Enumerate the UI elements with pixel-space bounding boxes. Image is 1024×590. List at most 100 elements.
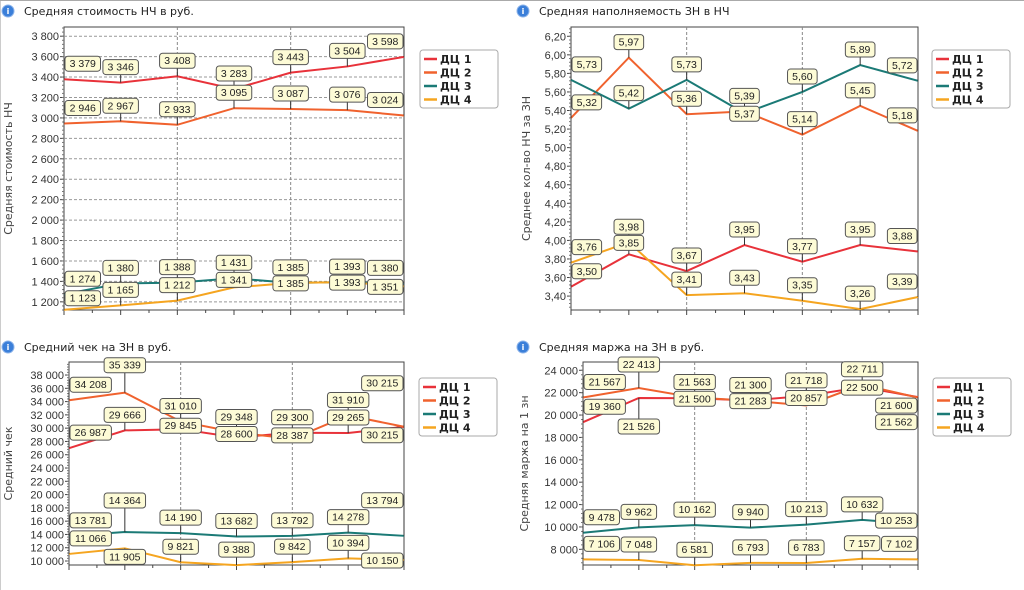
data-label-box <box>613 218 645 235</box>
data-label: 3,88 <box>886 228 919 252</box>
legend-item: ДЦ 1 <box>424 53 472 66</box>
data-label-box <box>102 59 139 76</box>
legend-label: ДЦ 1 <box>952 53 984 66</box>
data-label-text: 1 385 <box>278 262 304 274</box>
data-label-text: 1 393 <box>334 277 360 289</box>
data-label: 9 388 <box>218 541 255 566</box>
data-label: 3,39 <box>886 273 919 298</box>
data-label-text: 5,37 <box>734 108 755 120</box>
data-label-box <box>671 271 702 288</box>
y-tick-label: 4,00 <box>545 235 566 247</box>
y-tick-label: 1 400 <box>31 276 59 288</box>
data-label: 10 150 <box>361 552 404 569</box>
legend-label: ДЦ 2 <box>440 67 472 80</box>
data-label-text: 26 987 <box>75 427 107 439</box>
data-label-text: 2 946 <box>70 102 96 114</box>
y-tick-label: 6,20 <box>545 31 566 43</box>
data-label: 13 792 <box>271 512 314 536</box>
data-label-box <box>64 99 101 116</box>
data-label: 2 967 <box>102 97 139 122</box>
y-axis-label: Среднее кол-во НЧ за ЗН <box>520 96 533 241</box>
data-label: 5,45 <box>844 82 876 106</box>
data-label: 29 666 <box>103 406 147 431</box>
data-label-box <box>583 509 620 526</box>
data-label: 28 387 <box>271 427 314 444</box>
data-label: 2 933 <box>159 101 196 125</box>
data-label-box <box>64 55 101 72</box>
data-label: 21 600 <box>875 397 919 414</box>
y-tick-label: 18 000 <box>30 503 64 515</box>
legend-item: ДЦ 1 <box>423 381 471 394</box>
legend-label: ДЦ 1 <box>439 381 471 394</box>
data-label-box <box>102 97 139 114</box>
y-tick-label: 2 000 <box>31 215 59 227</box>
data-label-box <box>272 85 309 102</box>
data-label-text: 21 718 <box>790 375 822 387</box>
data-label-box <box>215 271 253 288</box>
data-label: 22 500 <box>840 379 884 396</box>
data-label-box <box>583 374 626 391</box>
data-label: 3 087 <box>272 85 309 110</box>
data-label-box <box>271 427 314 444</box>
data-label: 21 526 <box>617 397 661 435</box>
data-label-box <box>788 539 825 556</box>
data-label-box <box>162 538 199 555</box>
legend-label: ДЦ 2 <box>952 67 984 80</box>
data-label-text: 31 010 <box>165 400 197 412</box>
data-label-box <box>571 263 603 280</box>
y-tick-label: 22 000 <box>30 476 64 488</box>
y-tick-label: 36 000 <box>30 383 64 395</box>
data-label: 5,42 <box>613 85 645 109</box>
chart-4: i Средняя маржа на ЗН в руб. 8 000 10 000 12… <box>516 340 1012 570</box>
data-label-text: 6 581 <box>682 544 708 556</box>
legend: ДЦ 1ДЦ 2ДЦ 3ДЦ 4 <box>418 377 498 437</box>
legend-item: ДЦ 4 <box>423 422 471 435</box>
legend-item: ДЦ 3 <box>423 408 471 421</box>
data-label-box <box>787 68 818 85</box>
y-tick-label: 10 000 <box>544 522 578 534</box>
data-label: 13 781 <box>68 512 112 536</box>
data-label-box <box>671 56 702 73</box>
data-label: 5,36 <box>671 90 702 115</box>
data-label-text: 28 600 <box>220 428 252 440</box>
data-label-text: 5,36 <box>676 93 697 105</box>
data-label: 2 946 <box>63 99 101 124</box>
data-label: 14 190 <box>159 509 202 534</box>
data-label-text: 1 380 <box>108 262 134 274</box>
data-label-text: 1 165 <box>108 284 134 296</box>
data-label-box <box>102 259 139 276</box>
data-label-box <box>787 111 818 128</box>
data-label: 5,14 <box>787 111 818 135</box>
data-label-box <box>785 372 828 389</box>
data-label: 6 793 <box>732 539 769 563</box>
data-label: 22 711 <box>840 361 884 385</box>
legend-item: ДЦ 4 <box>424 94 472 107</box>
data-label-box <box>326 391 370 408</box>
data-label-text: 13 792 <box>276 515 308 527</box>
data-label-text: 29 845 <box>165 420 197 432</box>
data-label-box <box>159 277 196 294</box>
data-label: 3,85 <box>613 234 645 255</box>
data-label-box <box>620 503 658 520</box>
data-label-text: 9 962 <box>626 506 652 518</box>
data-label: 5,39 <box>729 87 760 112</box>
data-label: 29 845 <box>159 417 202 434</box>
data-label-box <box>329 86 366 103</box>
data-label-box <box>613 234 645 251</box>
y-tick-label: 5,40 <box>545 106 566 118</box>
info-icon-glyph: i <box>7 343 10 352</box>
data-label-box <box>159 417 202 434</box>
data-label-text: 28 387 <box>276 430 308 442</box>
data-label-text: 21 526 <box>623 421 655 433</box>
legend: ДЦ 1ДЦ 2ДЦ 3ДЦ 4 <box>419 49 499 109</box>
data-label-text: 5,32 <box>577 97 598 109</box>
data-label-text: 5,45 <box>850 85 871 97</box>
y-tick-label: 1 200 <box>31 297 59 309</box>
data-label-text: 11 905 <box>109 551 140 563</box>
data-label: 6 783 <box>788 539 825 563</box>
info-icon-circle <box>1 4 15 18</box>
data-label: 21 283 <box>729 393 772 410</box>
data-label-text: 1 388 <box>164 262 190 274</box>
data-label: 3,76 <box>570 239 603 263</box>
